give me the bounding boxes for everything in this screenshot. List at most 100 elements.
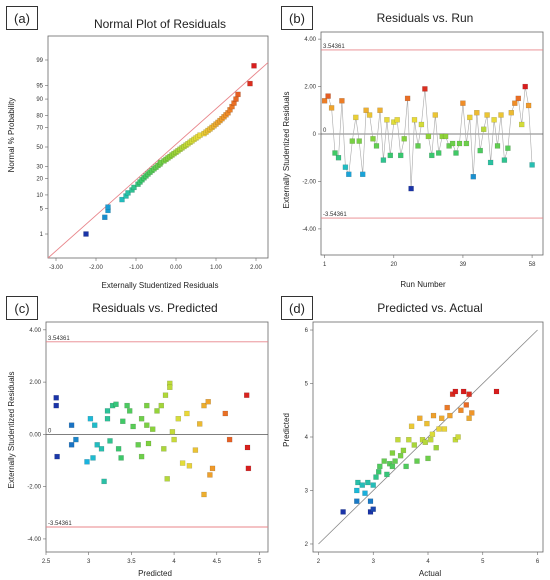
data-point [429, 431, 436, 438]
reference-label: -3.54361 [48, 521, 72, 527]
data-point [367, 509, 374, 515]
data-point [414, 458, 420, 464]
x-tick-label: 6 [536, 559, 540, 565]
data-point [355, 479, 361, 486]
data-point [91, 422, 98, 428]
panel-normal-plot: Normal Plot of Residuals Externally Stud… [0, 0, 275, 290]
data-point [207, 472, 213, 478]
data-point [125, 190, 131, 196]
data-point [470, 173, 477, 180]
y-tick-label: 2 [305, 542, 309, 548]
data-point [411, 442, 418, 448]
data-point [154, 408, 160, 414]
x-tick-label: 2 [317, 559, 321, 565]
x-tick-label: 39 [460, 262, 467, 268]
data-point [441, 426, 448, 432]
data-point [415, 143, 421, 149]
data-point [362, 490, 368, 496]
y-tick-label: 2.00 [29, 380, 41, 386]
data-point [395, 436, 401, 443]
data-point [432, 112, 439, 118]
y-axis-label: Externally Studentized Residuals [7, 372, 16, 489]
data-point [449, 391, 456, 397]
x-tick-label: 4 [426, 559, 430, 565]
reference-label: -3.54361 [323, 212, 347, 218]
data-point [105, 204, 111, 210]
data-point [243, 392, 250, 398]
x-tick-label: -2.00 [89, 265, 103, 271]
data-point [525, 102, 532, 109]
data-point [359, 171, 366, 178]
data-point [493, 388, 500, 395]
x-tick-label: 20 [390, 262, 397, 268]
data-point [429, 152, 435, 159]
data-point [463, 140, 470, 147]
x-axis-label: Run Number [400, 280, 446, 289]
y-tick-label: 95 [36, 83, 43, 89]
y-tick-label: 20 [36, 176, 43, 182]
data-point [196, 421, 203, 427]
data-point [467, 114, 473, 121]
panel-residuals-vs-predicted: Residuals vs. Predicted Predicted Extern… [0, 290, 275, 580]
data-point [387, 152, 394, 159]
data-point [370, 482, 376, 488]
data-point [370, 506, 376, 512]
data-point [118, 455, 124, 461]
data-point [377, 463, 383, 470]
data-point [104, 408, 111, 414]
data-point [83, 231, 89, 237]
y-tick-label: -2.00 [27, 485, 41, 491]
data-point [424, 420, 430, 427]
data-point [233, 96, 239, 102]
panel-residuals-vs-run: Residuals vs. Run Run Number Externally … [275, 0, 550, 290]
data-point [522, 83, 528, 90]
data-point [373, 143, 380, 149]
y-tick-label: 0.00 [29, 432, 41, 438]
plot-frame [320, 31, 544, 256]
data-point [453, 150, 459, 156]
data-point [251, 63, 257, 69]
data-point [501, 157, 508, 163]
data-point [433, 444, 439, 451]
data-point [477, 147, 483, 154]
data-point [419, 436, 426, 443]
data-point [392, 458, 398, 464]
data-point [145, 440, 152, 447]
data-point [430, 412, 437, 419]
data-point [408, 423, 415, 430]
y-tick-label: 50 [36, 145, 43, 151]
identity-line [318, 329, 538, 545]
data-point [403, 463, 409, 470]
data-point [102, 214, 108, 221]
x-axis-label: Predicted [138, 569, 172, 578]
data-point [247, 80, 253, 87]
x-tick-label: -3.00 [49, 265, 63, 271]
x-tick-label: 2.00 [250, 265, 262, 271]
panel-tag: (d) [281, 296, 313, 320]
data-point [192, 447, 199, 453]
data-point [466, 391, 472, 397]
data-point [130, 423, 136, 430]
y-axis-label: Externally Studentized Residuals [282, 92, 291, 209]
data-point [406, 436, 412, 443]
reference-line [47, 62, 269, 259]
data-point [104, 415, 111, 422]
data-point [346, 171, 352, 178]
data-point [161, 446, 167, 452]
data-point [342, 164, 349, 170]
y-tick-label: 4.00 [29, 328, 41, 334]
data-point [380, 157, 387, 163]
data-point [328, 105, 335, 111]
data-point [397, 152, 404, 159]
data-point [131, 184, 137, 191]
data-point [401, 136, 407, 142]
data-point [335, 154, 342, 161]
data-point [442, 133, 449, 140]
data-point [144, 422, 150, 428]
data-point [235, 91, 241, 98]
data-point [456, 140, 463, 147]
y-tick-label: 10 [36, 193, 43, 199]
data-point [384, 117, 390, 123]
residuals-vs-run-svg: Residuals vs. Run Run Number Externally … [282, 11, 544, 289]
y-tick-label: 90 [36, 97, 43, 103]
